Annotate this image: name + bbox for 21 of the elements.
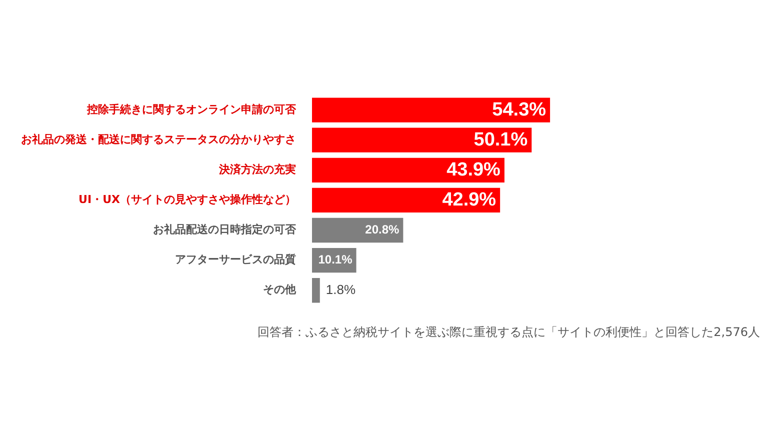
bar	[312, 98, 550, 122]
bar	[312, 188, 500, 213]
bar	[312, 218, 404, 243]
data-label: 54.3%	[492, 99, 546, 120]
y-tick-label: その他	[263, 283, 297, 296]
data-label: 43.9%	[446, 159, 501, 180]
data-label: 50.1%	[474, 129, 528, 150]
text: 回答者：ふるさと納税サイトを選ぶ際に重視する点に「サイトの利便性」と回答した2,576人	[258, 324, 760, 341]
y-tick-label: 控除手続きに関するオンライン申請の可否	[86, 102, 297, 116]
data-label: 10.1%	[318, 252, 353, 267]
data-label: 42.9%	[442, 189, 496, 210]
bar	[312, 158, 504, 182]
data-label: 20.8%	[365, 222, 400, 237]
y-tick-label: アフターサービスの品質	[175, 253, 296, 266]
bar	[312, 128, 532, 152]
bar	[312, 278, 320, 303]
y-tick-label: お礼品配送の日時指定の可否	[153, 223, 297, 236]
data-label: 1.8%	[326, 282, 356, 297]
y-tick-label: 決済方法の充実	[218, 163, 296, 176]
y-tick-label: お礼品の発送・配送に関するステータスの分かりやすさ	[21, 132, 296, 146]
y-tick-label: UI・UX（サイトの見やすさや操作性など）	[78, 193, 296, 206]
